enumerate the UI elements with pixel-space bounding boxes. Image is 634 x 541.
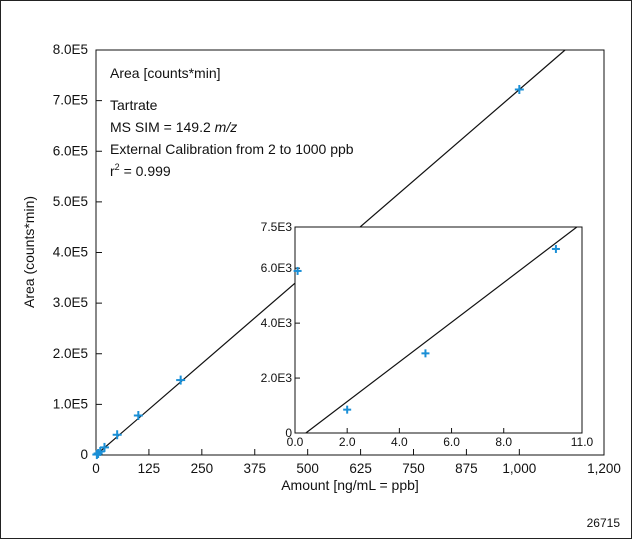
main-y-tick-label: 2.0E5 — [53, 346, 88, 361]
main-y-tick-label: 5.0E5 — [53, 194, 88, 209]
main-y-tick-label: 6.0E5 — [53, 143, 88, 158]
ms-sim-prefix: MS SIM = 149.2 — [110, 119, 215, 135]
inset-fit-line — [305, 226, 578, 434]
annotation-area-label: Area [counts*min] — [110, 65, 221, 81]
main-x-tick-label: 1,000 — [502, 461, 536, 476]
y-axis-title: Area (counts*min) — [21, 196, 37, 308]
main-x-tick-label: 250 — [191, 461, 214, 476]
inset-x-tick-label: 11.0 — [571, 435, 594, 449]
main-x-tick-label: 125 — [138, 461, 161, 476]
main-x-tick-label: 750 — [402, 461, 425, 476]
inset-y-tick-label: 4.0E3 — [261, 316, 293, 330]
inset-x-tick-label: 6.0 — [443, 435, 460, 449]
main-y-tick-label: 7.0E5 — [53, 93, 88, 108]
main-y-tick-label: 3.0E5 — [53, 295, 88, 310]
inset-x-tick-label: 2.0 — [339, 435, 356, 449]
main-y-tick-label: 0 — [80, 447, 88, 462]
annotation-compound: Tartrate — [110, 97, 158, 113]
annotation-r-squared: r2 = 0.999 — [110, 162, 171, 179]
main-y-tick-label: 4.0E5 — [53, 245, 88, 260]
main-data-point — [99, 442, 109, 452]
r-squared-value: = 0.999 — [120, 163, 171, 179]
r-squared-prefix: r — [110, 163, 115, 179]
inset-y-tick-label: 6.0E3 — [261, 261, 293, 275]
figure-id: 26715 — [587, 516, 621, 530]
inset-data-point — [293, 266, 302, 275]
main-data-point — [514, 84, 524, 94]
inset-x-tick-label: 8.0 — [495, 435, 512, 449]
r-squared-exp: 2 — [115, 162, 120, 172]
main-x-tick-label: 500 — [296, 461, 319, 476]
main-data-point — [95, 446, 105, 456]
inset-plot-area — [294, 226, 583, 434]
x-axis-title: Amount [ng/mL = ppb] — [281, 477, 419, 493]
inset-y-tick-label: 7.5E3 — [261, 220, 293, 234]
inset-y-tick-label: 2.0E3 — [261, 371, 293, 385]
inset-data-point — [421, 349, 430, 358]
inset-data-point — [343, 405, 352, 414]
inset-x-tick-label: 4.0 — [391, 435, 408, 449]
inset-x-tick-label: 0.0 — [287, 435, 304, 449]
main-data-point — [112, 430, 122, 440]
main-x-tick-label: 875 — [455, 461, 478, 476]
main-data-point — [176, 375, 186, 385]
main-x-tick-label: 625 — [349, 461, 372, 476]
main-y-tick-label: 8.0E5 — [53, 42, 88, 57]
main-y-tick-label: 1.0E5 — [53, 396, 88, 411]
main-data-point — [133, 411, 143, 421]
main-x-tick-label: 375 — [243, 461, 266, 476]
inset-y-tick-label: 0 — [285, 426, 292, 440]
main-x-tick-label: 0 — [92, 461, 100, 476]
annotation-ms-sim: MS SIM = 149.2 m/z — [110, 119, 237, 135]
ms-sim-unit: m/z — [215, 119, 238, 135]
main-x-tick-label: 1,200 — [587, 461, 621, 476]
annotation-calibration: External Calibration from 2 to 1000 ppb — [110, 141, 354, 157]
inset-data-point — [551, 244, 560, 253]
